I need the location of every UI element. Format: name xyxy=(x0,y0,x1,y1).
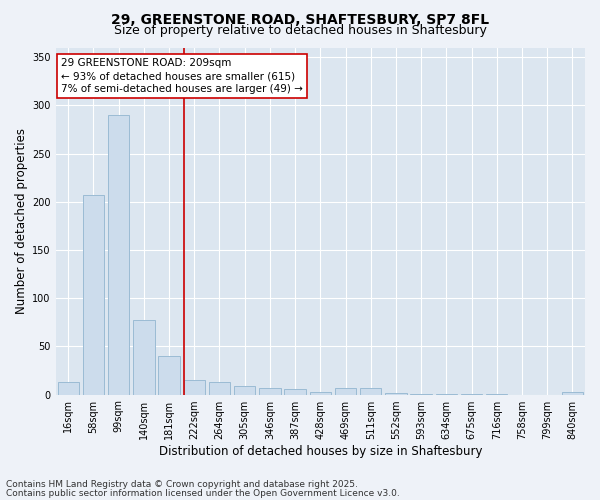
Bar xyxy=(385,392,407,394)
Y-axis label: Number of detached properties: Number of detached properties xyxy=(15,128,28,314)
Bar xyxy=(259,388,281,394)
Bar xyxy=(234,386,256,394)
Bar xyxy=(184,380,205,394)
Text: Contains HM Land Registry data © Crown copyright and database right 2025.: Contains HM Land Registry data © Crown c… xyxy=(6,480,358,489)
Bar xyxy=(562,392,583,394)
Bar xyxy=(83,195,104,394)
Text: Size of property relative to detached houses in Shaftesbury: Size of property relative to detached ho… xyxy=(113,24,487,37)
Bar xyxy=(158,356,180,395)
Bar xyxy=(335,388,356,394)
Bar xyxy=(58,382,79,394)
Text: Contains public sector information licensed under the Open Government Licence v3: Contains public sector information licen… xyxy=(6,489,400,498)
Text: 29 GREENSTONE ROAD: 209sqm
← 93% of detached houses are smaller (615)
7% of semi: 29 GREENSTONE ROAD: 209sqm ← 93% of deta… xyxy=(61,58,303,94)
Text: 29, GREENSTONE ROAD, SHAFTESBURY, SP7 8FL: 29, GREENSTONE ROAD, SHAFTESBURY, SP7 8F… xyxy=(111,12,489,26)
Bar xyxy=(360,388,382,394)
Bar xyxy=(310,392,331,394)
Bar xyxy=(108,115,130,394)
Bar xyxy=(133,320,155,394)
X-axis label: Distribution of detached houses by size in Shaftesbury: Distribution of detached houses by size … xyxy=(158,444,482,458)
Bar xyxy=(284,389,306,394)
Bar xyxy=(209,382,230,394)
